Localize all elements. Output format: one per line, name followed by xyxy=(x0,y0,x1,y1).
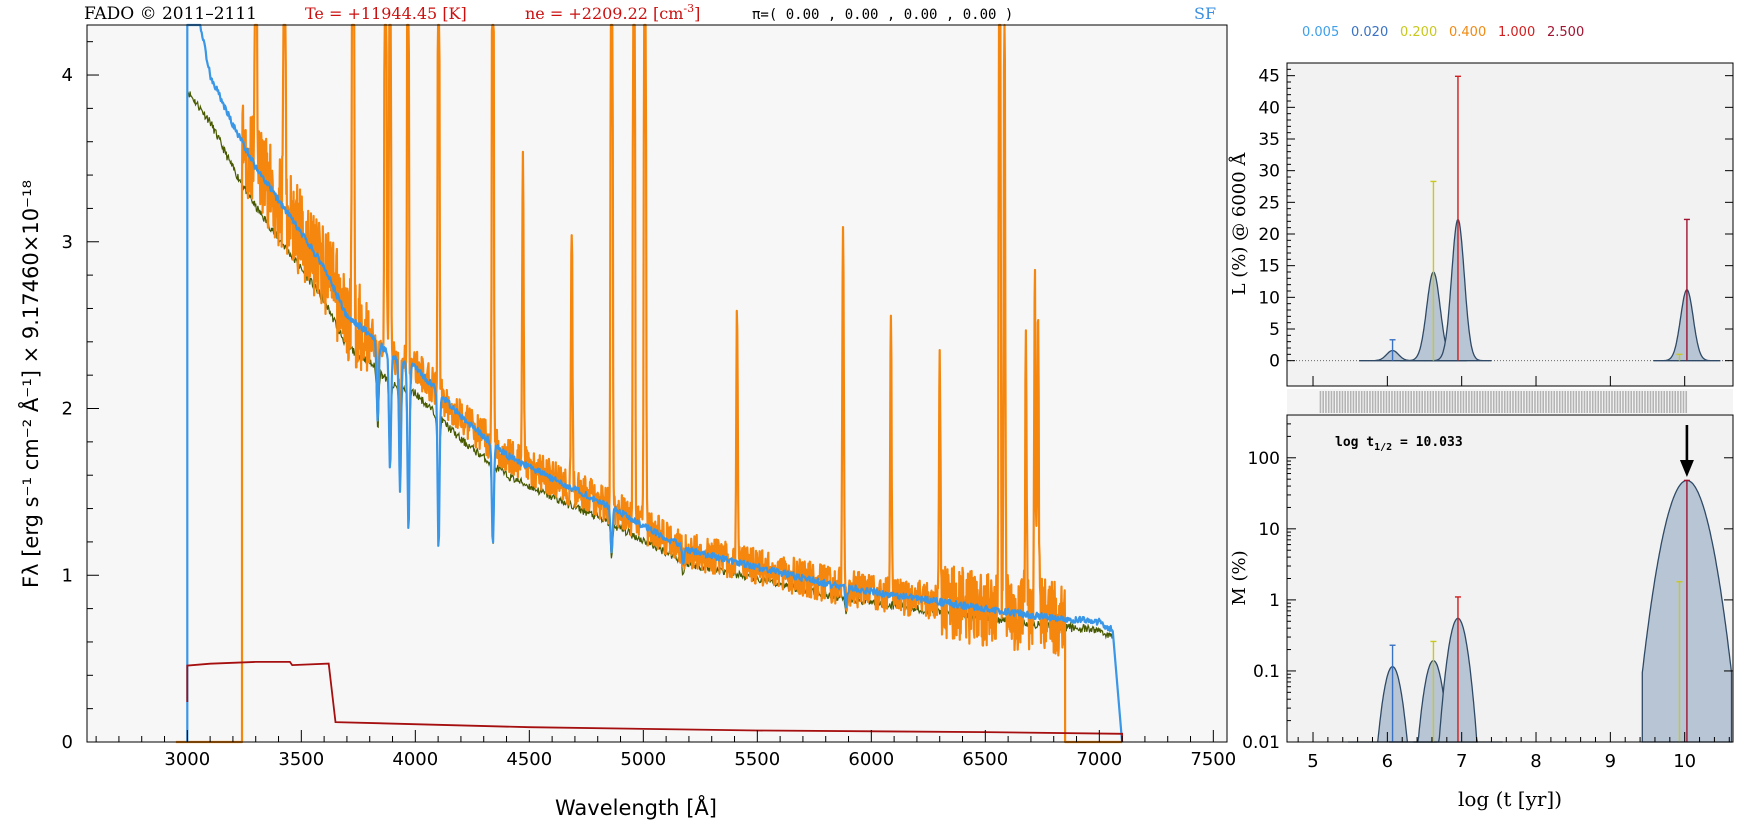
age-legend-item: 1.000 xyxy=(1498,25,1535,40)
age-grid-strip xyxy=(1287,389,1733,414)
header-ne-close: ] xyxy=(694,4,700,23)
luminosity-y-tick-label: 40 xyxy=(1258,98,1280,118)
mass-ylabel: M (%) xyxy=(1229,550,1250,605)
age-legend: 0.005 0.020 0.200 0.400 1.000 2.500 xyxy=(1302,25,1584,40)
age-legend-item: 0.400 xyxy=(1449,25,1486,40)
luminosity-y-tick-label: 5 xyxy=(1269,320,1280,340)
mass-axes: 0.01 0.1 1 10 100 5 6 7 8 9 10 xyxy=(1242,376,1733,772)
age-legend-item: 0.005 xyxy=(1302,25,1339,40)
mass-annotation-text: log t xyxy=(1335,435,1374,450)
mass-y-tick-label: 10 xyxy=(1258,520,1280,540)
header-ne-text: ne = +2209.22 [cm xyxy=(525,4,683,23)
mass-panel: 0.01 0.1 1 10 100 5 6 7 8 9 10 log t1/2 = 10.033 M… xyxy=(1229,376,1734,811)
mass-annotation-value: = 10.033 xyxy=(1392,435,1462,450)
spectrum-x-tick-label: 4000 xyxy=(392,749,438,770)
age-legend-item: 2.500 xyxy=(1547,25,1584,40)
mass-annotation-sub: 1/2 xyxy=(1374,442,1392,453)
luminosity-y-tick-label: 10 xyxy=(1258,288,1280,308)
spectrum-axes: 3000 3500 4000 4500 5000 5500 6000 6500 7000 7500… xyxy=(62,41,1236,770)
age-x-tick-label: 6 xyxy=(1382,751,1393,772)
spectrum-frame xyxy=(86,24,1228,743)
spectrum-x-tick-label: 7000 xyxy=(1076,749,1122,770)
luminosity-ylabel: L (%) @ 6000 Å xyxy=(1228,152,1250,296)
header-tag: SF xyxy=(1194,4,1216,23)
header-software: FADO © 2011–2111 xyxy=(84,4,257,24)
spectrum-x-tick-label: 7500 xyxy=(1190,749,1236,770)
half-age-arrow-head xyxy=(1679,460,1694,477)
age-x-tick-label: 5 xyxy=(1307,751,1318,772)
spectrum-y-tick-label: 3 xyxy=(62,232,73,253)
header-pi: π=( 0.00 , 0.00 , 0.00 , 0.00 ) xyxy=(752,7,1013,23)
mass-y-tick-label: 100 xyxy=(1248,449,1280,469)
spectrum-xlabel: Wavelength [Å] xyxy=(555,794,717,820)
mass-y-tick-label: 1 xyxy=(1269,591,1280,611)
spectrum-y-tick-label: 4 xyxy=(62,65,73,86)
age-legend-item: 0.020 xyxy=(1351,25,1388,40)
header-ne: ne = +2209.22 [cm-3] xyxy=(525,2,700,23)
spectrum-y-tick-label: 2 xyxy=(62,399,73,420)
spectrum-x-tick-label: 4500 xyxy=(506,749,552,770)
luminosity-axes: 0 5 10 15 20 25 30 35 40 45 xyxy=(1258,67,1733,372)
mass-annotation: log t1/2 = 10.033 xyxy=(1335,435,1463,453)
spectrum-x-tick-label: 6500 xyxy=(962,749,1008,770)
luminosity-y-tick-label: 0 xyxy=(1269,352,1280,372)
mass-y-tick-label: 0.01 xyxy=(1242,733,1280,753)
age-x-tick-label: 10 xyxy=(1673,751,1696,772)
luminosity-y-tick-label: 15 xyxy=(1258,257,1280,277)
luminosity-panel: 0 5 10 15 20 25 30 35 40 45 L (%) @ 6000 Å xyxy=(1228,62,1734,387)
spectrum-panel: 3000 3500 4000 4500 5000 5500 6000 6500 7000 7500… xyxy=(17,23,1236,820)
luminosity-series xyxy=(1287,75,1733,362)
spectrum-x-tick-label: 3000 xyxy=(164,749,210,770)
luminosity-y-tick-label: 25 xyxy=(1258,193,1280,213)
age-x-tick-label: 8 xyxy=(1530,751,1541,772)
spectrum-series xyxy=(175,23,1124,744)
total-model-line xyxy=(186,23,1124,743)
spectrum-x-tick-label: 5500 xyxy=(734,749,780,770)
mass-y-tick-label: 0.1 xyxy=(1253,662,1280,682)
spectrum-y-tick-label: 0 xyxy=(62,732,73,753)
header-te: Te = +11944.45 [K] xyxy=(305,4,467,23)
mass-xlabel: log (t [yr]) xyxy=(1458,787,1562,811)
spectrum-ylabel: Fλ [erg s⁻¹ cm⁻² Å⁻¹] × 9.17460×10⁻¹⁸ xyxy=(17,180,43,588)
spectrum-y-tick-label: 1 xyxy=(62,565,73,586)
header-ne-exp: -3 xyxy=(683,2,694,15)
luminosity-frame xyxy=(1286,62,1734,387)
age-legend-item: 0.200 xyxy=(1400,25,1437,40)
spectrum-x-tick-label: 6000 xyxy=(848,749,894,770)
spectrum-x-tick-label: 3500 xyxy=(278,749,324,770)
luminosity-y-tick-label: 20 xyxy=(1258,225,1280,245)
age-x-tick-label: 9 xyxy=(1605,751,1616,772)
age-x-tick-label: 7 xyxy=(1456,751,1467,772)
luminosity-y-tick-label: 45 xyxy=(1258,67,1280,87)
luminosity-y-tick-label: 35 xyxy=(1258,130,1280,150)
luminosity-plot-area xyxy=(1287,63,1733,386)
spectrum-x-tick-label: 5000 xyxy=(620,749,666,770)
luminosity-y-tick-label: 30 xyxy=(1258,162,1280,182)
